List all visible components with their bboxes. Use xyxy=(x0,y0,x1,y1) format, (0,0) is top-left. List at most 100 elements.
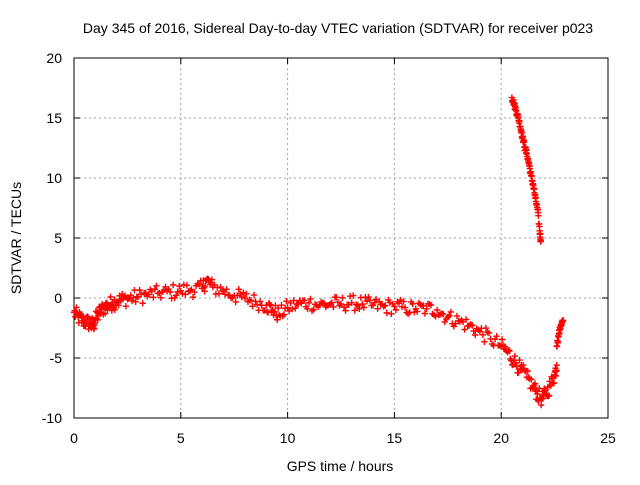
data-point-series-1 xyxy=(423,305,430,312)
data-point-series-1 xyxy=(365,293,372,301)
data-point-series-1 xyxy=(186,287,194,295)
data-point-series-1 xyxy=(481,338,488,346)
data-point-series-1 xyxy=(433,306,441,314)
y-tick-label: 15 xyxy=(46,110,62,126)
data-point-series-1 xyxy=(173,292,180,299)
data-point-series-1 xyxy=(264,309,272,316)
data-point-series-1 xyxy=(166,288,174,296)
data-point-series-2 xyxy=(535,212,542,219)
data-point-series-1 xyxy=(447,308,455,316)
data-point-series-1 xyxy=(310,306,317,313)
data-point-series-1 xyxy=(278,302,285,309)
data-point-series-1 xyxy=(531,380,539,387)
data-point-series-1 xyxy=(516,356,523,364)
data-point-series-1 xyxy=(240,289,247,296)
data-point-series-1 xyxy=(250,291,258,299)
data-point-series-1 xyxy=(491,336,499,343)
data-point-series-1 xyxy=(391,303,398,310)
data-point-series-1 xyxy=(351,307,358,314)
x-tick-label: 25 xyxy=(600,430,616,446)
data-point-series-1 xyxy=(421,310,429,317)
data-point-series-1 xyxy=(342,307,349,314)
x-tick-label: 15 xyxy=(387,430,403,446)
data-point-series-1 xyxy=(137,291,145,298)
data-point-series-1 xyxy=(221,291,229,298)
data-point-series-1 xyxy=(235,286,242,293)
data-point-series-1 xyxy=(388,310,395,318)
data-point-series-1 xyxy=(397,296,404,304)
data-point-series-2 xyxy=(537,237,544,244)
data-point-series-1 xyxy=(183,282,191,289)
data-point-series-1 xyxy=(383,309,390,317)
data-point-series-1 xyxy=(280,311,288,318)
data-point-series-1 xyxy=(485,329,493,337)
data-point-series-1 xyxy=(452,320,459,327)
data-point-series-1 xyxy=(446,312,453,319)
data-point-series-1 xyxy=(493,333,500,340)
data-point-series-1 xyxy=(366,297,374,304)
data-point-series-1 xyxy=(284,304,291,311)
data-point-series-1 xyxy=(513,363,520,370)
data-point-series-1 xyxy=(409,300,416,307)
data-point-series-1 xyxy=(498,336,506,343)
y-tick-label: 5 xyxy=(54,230,62,246)
data-point-series-1 xyxy=(241,294,249,302)
data-point-series-1 xyxy=(506,347,513,355)
data-point-series-1 xyxy=(469,322,476,329)
y-tick-label: 0 xyxy=(54,290,62,306)
data-layer xyxy=(70,94,567,409)
data-point-series-1 xyxy=(534,390,541,398)
data-point-series-1 xyxy=(128,297,136,305)
data-point-series-1 xyxy=(441,318,448,326)
data-point-series-1 xyxy=(400,298,407,305)
data-point-series-1 xyxy=(238,293,246,301)
data-point-series-1 xyxy=(426,300,433,308)
data-point-series-1 xyxy=(404,310,412,318)
data-point-series-1 xyxy=(243,290,250,298)
data-point-series-1 xyxy=(337,300,345,308)
data-point-series-1 xyxy=(274,304,282,312)
data-point-series-1 xyxy=(249,303,256,310)
data-point-series-1 xyxy=(333,294,340,301)
x-tick-label: 5 xyxy=(177,430,185,446)
data-point-series-1 xyxy=(202,283,209,290)
data-point-series-1 xyxy=(432,313,439,320)
data-point-series-1 xyxy=(553,362,560,369)
data-point-series-1 xyxy=(73,304,80,311)
data-point-series-1 xyxy=(501,343,509,350)
data-point-series-1 xyxy=(524,367,531,375)
y-tick-label: -5 xyxy=(50,350,63,366)
data-point-series-1 xyxy=(545,392,553,399)
data-point-series-1 xyxy=(339,294,346,302)
tick-layer: 0 5 10 15 20 25 -10 -5 0 5 10 15 20 xyxy=(42,50,616,446)
data-point-series-1 xyxy=(350,292,357,299)
data-point-series-1 xyxy=(92,307,100,315)
data-point-series-1 xyxy=(537,401,545,409)
data-point-series-1 xyxy=(453,312,461,320)
data-point-series-1 xyxy=(371,299,378,306)
data-point-series-1 xyxy=(354,302,361,309)
data-point-series-1 xyxy=(307,295,314,303)
data-point-series-1 xyxy=(150,294,157,301)
data-point-series-1 xyxy=(360,304,368,311)
data-point-series-3 xyxy=(559,317,567,324)
data-point-series-1 xyxy=(247,297,255,304)
data-point-series-1 xyxy=(179,290,186,297)
data-point-series-1 xyxy=(129,294,137,301)
data-point-series-1 xyxy=(359,300,366,308)
data-point-series-1 xyxy=(208,276,216,283)
data-point-series-1 xyxy=(348,299,355,306)
data-point-series-1 xyxy=(417,301,424,308)
data-point-series-1 xyxy=(476,328,484,335)
data-point-series-1 xyxy=(151,285,159,293)
data-point-series-1 xyxy=(189,293,197,301)
x-tick-label: 0 xyxy=(70,430,78,446)
data-point-series-1 xyxy=(482,324,490,332)
data-point-series-1 xyxy=(157,294,165,302)
data-point-series-1 xyxy=(519,361,527,369)
data-point-series-1 xyxy=(515,369,522,376)
data-point-series-1 xyxy=(414,308,421,315)
data-point-series-1 xyxy=(420,302,427,309)
